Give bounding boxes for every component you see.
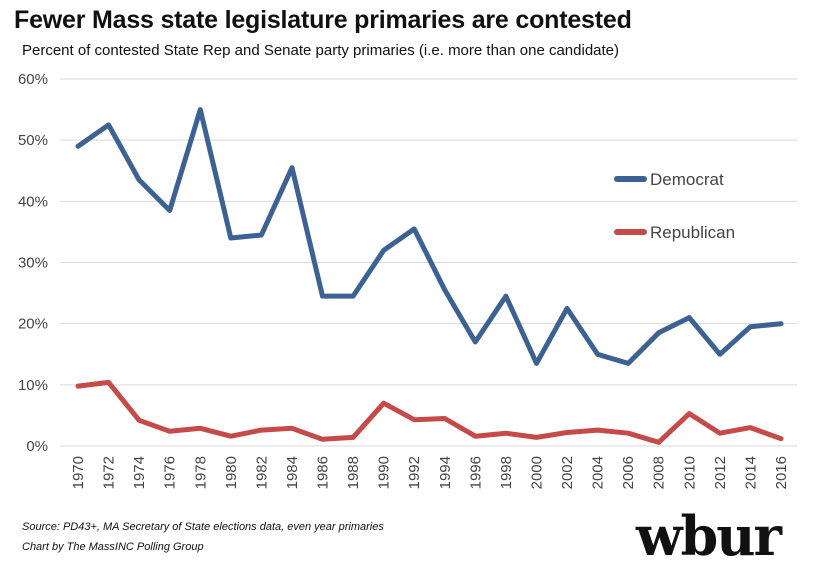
x-tick-label: 1996 xyxy=(467,456,484,489)
source-note: Source: PD43+, MA Secretary of State ele… xyxy=(22,521,384,533)
y-tick-label: 40% xyxy=(18,193,48,210)
legend: Democrat Republican xyxy=(614,170,735,242)
chart-title: Fewer Mass state legislature primaries a… xyxy=(14,6,632,34)
wbur-logo: wbur xyxy=(636,504,782,568)
x-tick-label: 1974 xyxy=(131,456,148,489)
x-tick-label: 1988 xyxy=(345,456,362,489)
x-tick-label: 1998 xyxy=(498,456,515,489)
legend-label-democrat: Democrat xyxy=(650,170,724,189)
x-tick-label: 1982 xyxy=(253,456,270,489)
x-tick-label: 1992 xyxy=(406,456,423,489)
chart-subtitle: Percent of contested State Rep and Senat… xyxy=(22,42,620,59)
x-tick-label: 2012 xyxy=(712,456,729,489)
x-tick-label: 1984 xyxy=(284,456,301,489)
x-tick-label: 2008 xyxy=(651,456,668,489)
x-tick-label: 1978 xyxy=(192,456,209,489)
x-tick-label: 2016 xyxy=(773,456,790,489)
legend-label-republican: Republican xyxy=(650,223,735,242)
y-tick-label: 60% xyxy=(18,71,48,88)
y-tick-label: 20% xyxy=(18,316,48,333)
x-tick-label: 1980 xyxy=(223,456,240,489)
credit-note: Chart by The MassINC Polling Group xyxy=(22,541,204,553)
x-axis: 1970 1972 1974 1976 1978 1980 1982 1984 1986 1988… xyxy=(70,456,790,489)
y-tick-label: 50% xyxy=(18,132,48,149)
line-chart: 0%10%20%30%40%50%60% 1970 1972 1974 1976 197… xyxy=(18,71,797,489)
gridlines xyxy=(60,78,797,447)
x-tick-label: 1976 xyxy=(162,456,179,489)
y-tick-label: 0% xyxy=(26,438,48,455)
x-tick-label: 1970 xyxy=(70,456,87,489)
x-tick-label: 1986 xyxy=(315,456,332,489)
x-tick-label: 2004 xyxy=(590,456,607,489)
series-line-republican xyxy=(75,379,784,445)
x-tick-label: 2000 xyxy=(528,456,545,489)
x-tick-label: 1990 xyxy=(376,456,393,489)
x-tick-label: 1972 xyxy=(101,456,118,489)
series-lines xyxy=(75,107,784,445)
x-tick-label: 2002 xyxy=(559,456,576,489)
x-tick-label: 2006 xyxy=(620,456,637,489)
series-line-democrat xyxy=(75,107,784,366)
x-tick-label: 2010 xyxy=(681,456,698,489)
x-tick-label: 2014 xyxy=(742,456,759,489)
y-axis: 0% 10% 20% 30% 40% 50% 60% xyxy=(18,71,48,455)
y-tick-label: 10% xyxy=(18,377,48,394)
x-tick-label: 1994 xyxy=(437,456,454,489)
y-tick-label: 30% xyxy=(18,255,48,272)
